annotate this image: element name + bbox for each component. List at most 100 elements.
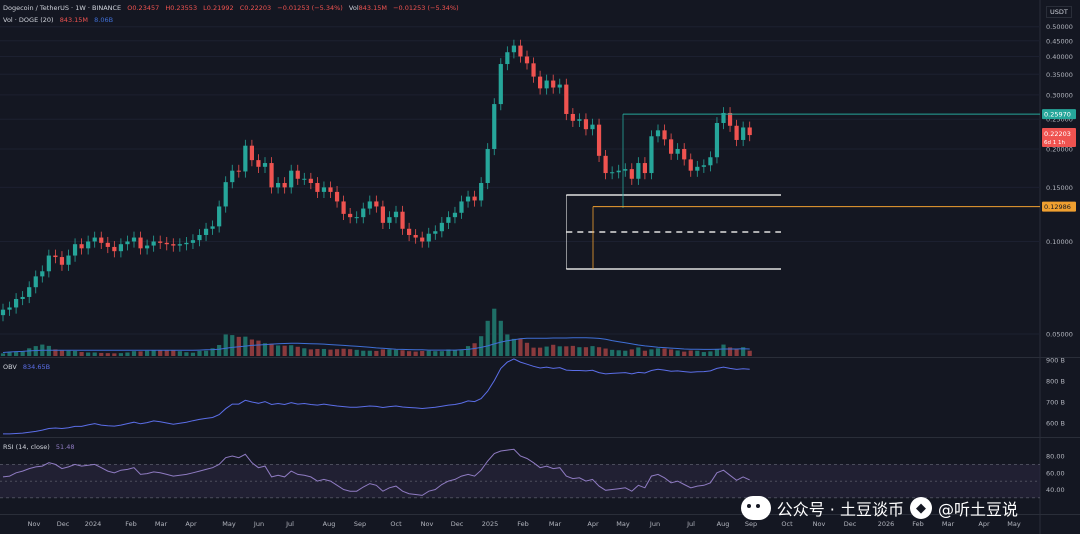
currency-label[interactable]: USDT bbox=[1046, 6, 1072, 18]
candle-body bbox=[538, 76, 543, 89]
volume-bar bbox=[695, 350, 700, 356]
x-tick-label: Feb bbox=[912, 520, 924, 528]
volume-bar bbox=[269, 343, 274, 356]
candle-body bbox=[721, 112, 726, 123]
candle-body bbox=[570, 113, 575, 121]
volume-bar bbox=[426, 350, 431, 356]
candle-body bbox=[190, 240, 196, 243]
y-tick-label: 0.50000 bbox=[1046, 23, 1073, 31]
obv-legend[interactable]: OBV 834.65B bbox=[3, 363, 54, 371]
x-tick-label: Jun bbox=[253, 520, 264, 528]
volume-bar bbox=[472, 343, 477, 356]
candle-body bbox=[688, 159, 693, 171]
volume-bar bbox=[315, 348, 320, 356]
rsi-legend[interactable]: RSI (14, close) 51.48 bbox=[3, 443, 79, 451]
candle-body bbox=[669, 139, 674, 154]
volume-bar bbox=[289, 345, 294, 356]
candle-body bbox=[564, 84, 569, 114]
y-tick-label: 0.40000 bbox=[1046, 53, 1073, 61]
candle-body bbox=[400, 211, 405, 229]
volume-bar bbox=[328, 349, 333, 356]
rsi-value: 51.48 bbox=[55, 443, 75, 451]
x-tick-label: May bbox=[1007, 520, 1021, 528]
volume-bar bbox=[669, 349, 674, 356]
x-tick-label: Jun bbox=[649, 520, 660, 528]
current-price-tag-bg bbox=[1042, 128, 1076, 148]
volume-bar bbox=[551, 344, 556, 356]
candle-body bbox=[734, 125, 739, 140]
volume-bar bbox=[99, 352, 104, 356]
candle-body bbox=[714, 122, 720, 158]
volume-bar bbox=[217, 345, 222, 356]
volume-bar bbox=[721, 344, 726, 356]
x-tick-label: Nov bbox=[28, 520, 41, 528]
volume-bar bbox=[662, 348, 667, 356]
candle-body bbox=[72, 244, 78, 256]
candle-body bbox=[603, 155, 608, 174]
watermark: 公众号 · 土豆谈币 ◆ @听土豆说 bbox=[740, 496, 1018, 520]
candle-body bbox=[203, 228, 209, 235]
candle-body bbox=[315, 183, 320, 192]
rsi-tick-label: 40.00 bbox=[1046, 486, 1065, 494]
volume-bar bbox=[33, 346, 38, 356]
candle-body bbox=[433, 231, 438, 234]
drawings bbox=[565, 113, 1040, 270]
x-tick-label: Apr bbox=[978, 520, 990, 528]
volume-bar bbox=[485, 320, 490, 356]
volume-indicator-label: Vol · DOGE (20) bbox=[3, 16, 54, 24]
volume-bar bbox=[249, 339, 254, 356]
volume-bar bbox=[734, 349, 739, 356]
x-tick-label: Nov bbox=[813, 520, 826, 528]
candle-body bbox=[682, 148, 687, 160]
volume-bar bbox=[348, 349, 353, 356]
candle-body bbox=[210, 226, 215, 229]
x-tick-label: 2024 bbox=[85, 520, 102, 528]
y-tick-label: 0.05000 bbox=[1046, 331, 1073, 339]
candle-body bbox=[727, 112, 733, 126]
volume-ma-line bbox=[2, 337, 750, 353]
volume-bar bbox=[105, 353, 110, 356]
volume-bar bbox=[138, 351, 143, 356]
candle-body bbox=[138, 237, 143, 249]
candle-body bbox=[0, 309, 6, 316]
candle-body bbox=[655, 130, 661, 137]
volume-bar bbox=[610, 349, 615, 356]
volume-bar bbox=[465, 346, 471, 356]
volume-bar bbox=[256, 340, 261, 356]
volume-bar bbox=[433, 351, 438, 356]
volume-bar bbox=[20, 351, 25, 356]
candle-body bbox=[662, 130, 667, 140]
candle-body bbox=[276, 183, 281, 188]
volume-bar bbox=[446, 349, 451, 356]
volume-bar bbox=[308, 349, 313, 356]
candle-body bbox=[518, 45, 523, 57]
candle-body bbox=[99, 237, 104, 243]
candle-body bbox=[557, 84, 562, 88]
volume-legend[interactable]: Vol · DOGE (20) 843.15M 8.06B bbox=[3, 16, 117, 24]
volume-bar bbox=[538, 347, 543, 356]
volume-bar bbox=[177, 351, 182, 356]
candle-body bbox=[426, 233, 431, 242]
candle-body bbox=[217, 206, 222, 227]
candle-body bbox=[118, 244, 123, 252]
y-tick-label: 0.35000 bbox=[1046, 71, 1073, 79]
volume-bar bbox=[400, 350, 405, 356]
candle-body bbox=[256, 160, 261, 167]
obv-tick-label: 900 B bbox=[1046, 357, 1065, 365]
vol-label: Vol bbox=[348, 4, 359, 12]
symbol-title[interactable]: Dogecoin / TetherUS · 1W · BINANCE bbox=[3, 4, 122, 12]
candle-body bbox=[610, 172, 615, 174]
candle-body bbox=[249, 145, 254, 161]
volume-bar bbox=[413, 351, 418, 356]
volume-bar bbox=[524, 342, 530, 356]
candle-body bbox=[479, 183, 484, 201]
x-tick-label: Mar bbox=[942, 520, 955, 528]
volume-bar bbox=[531, 347, 536, 356]
candle-body bbox=[374, 201, 379, 207]
candle-body bbox=[230, 170, 235, 183]
candle-body bbox=[505, 52, 510, 65]
volume-bar bbox=[158, 350, 163, 356]
volume-bar bbox=[583, 347, 589, 356]
volume-bar bbox=[210, 348, 215, 356]
